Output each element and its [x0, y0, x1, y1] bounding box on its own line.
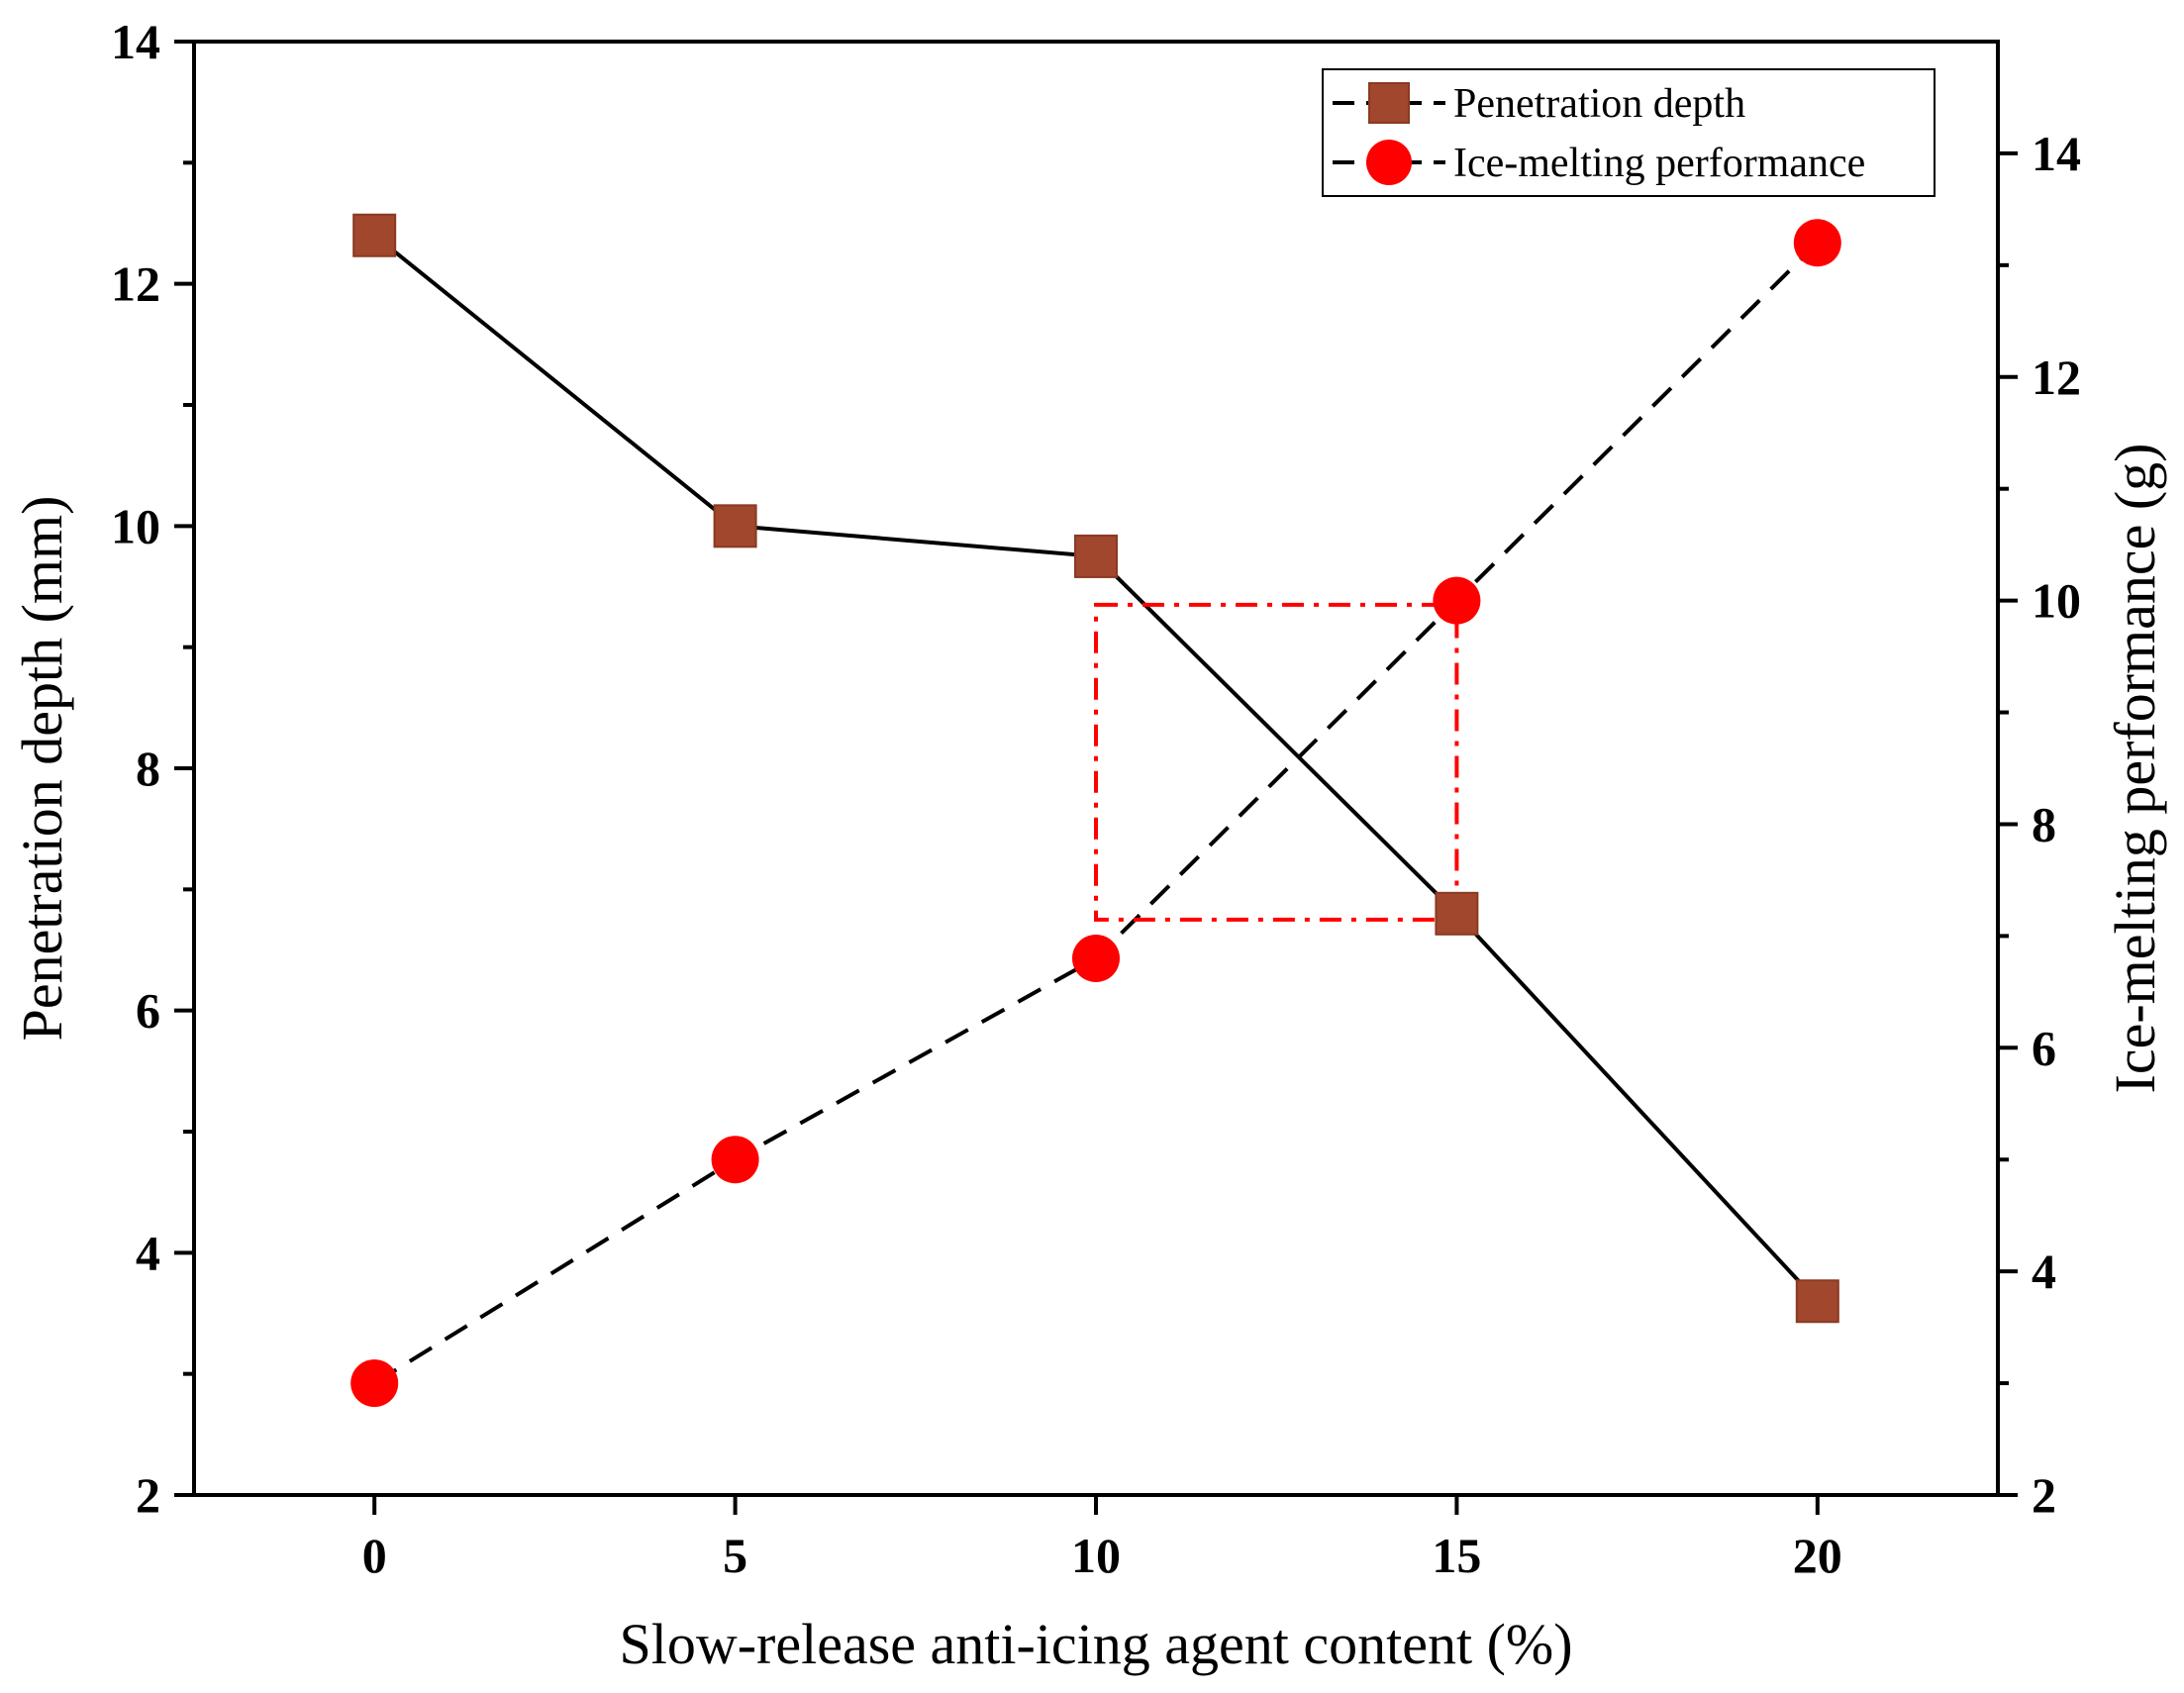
y-left-tick-label: 6 [136, 983, 160, 1039]
x-axis-title: Slow-release anti-icing agent content (%… [619, 1612, 1572, 1676]
ice-melting-marker [350, 1359, 399, 1408]
x-tick-label: 20 [1793, 1528, 1842, 1583]
ice-melting-marker [1793, 219, 1841, 267]
x-axis: 0 5 10 15 20 [362, 1495, 1842, 1583]
y-left-tick-label: 2 [136, 1467, 160, 1523]
legend-entry-ice-melting-performance: Ice-melting performance [1333, 140, 1865, 186]
y-axis-left: 2 4 6 8 10 12 14 [111, 14, 194, 1523]
ice-melting-marker [1072, 934, 1120, 982]
x-tick-label: 10 [1071, 1528, 1121, 1583]
x-tick-label: 0 [362, 1528, 387, 1583]
penetration-depth-marker [1074, 534, 1118, 578]
y-right-tick-label: 12 [2032, 349, 2081, 405]
y-right-tick-label: 4 [2032, 1244, 2056, 1299]
legend-square-marker [1368, 82, 1410, 124]
y-axis-right-title: Ice-melting performance (g) [2103, 444, 2167, 1094]
legend-box [1322, 68, 1936, 197]
y-left-tick-label: 12 [111, 256, 160, 312]
legend-circle-marker [1366, 140, 1412, 185]
legend: Penetration depth Ice-melting performanc… [1322, 68, 1936, 197]
y-right-tick-label: 14 [2032, 126, 2081, 181]
penetration-depth-marker [1795, 1279, 1839, 1324]
x-tick-label: 5 [723, 1528, 747, 1583]
annotation-layer [1094, 602, 1459, 922]
y-right-tick-label: 6 [2032, 1020, 2056, 1075]
penetration-depth-marker [713, 504, 757, 548]
y-left-tick-label: 14 [111, 14, 160, 69]
legend-label: Penetration depth [1453, 81, 1745, 127]
y-left-tick-label: 4 [136, 1225, 160, 1280]
y-axis-left-title: Penetration depth (mm) [10, 496, 74, 1042]
ice-melting-marker [1433, 576, 1481, 625]
ice-melting-marker [711, 1136, 759, 1184]
x-tick-label: 15 [1432, 1528, 1481, 1583]
y-left-tick-label: 8 [136, 741, 160, 796]
y-left-tick-label: 10 [111, 498, 160, 553]
legend-label: Ice-melting performance [1453, 141, 1865, 186]
y-right-tick-label: 8 [2032, 796, 2056, 851]
y-axis-right: 2 4 6 8 10 12 14 [1998, 126, 2081, 1523]
annotation-dash-dot-box [1094, 602, 1459, 922]
penetration-depth-marker [352, 213, 397, 257]
y-right-tick-label: 10 [2032, 573, 2081, 629]
legend-entry-penetration-depth: Penetration depth [1333, 81, 1745, 127]
penetration-depth-marker [1435, 891, 1479, 936]
series-markers [350, 213, 1841, 1408]
y-right-tick-label: 2 [2032, 1467, 2056, 1523]
